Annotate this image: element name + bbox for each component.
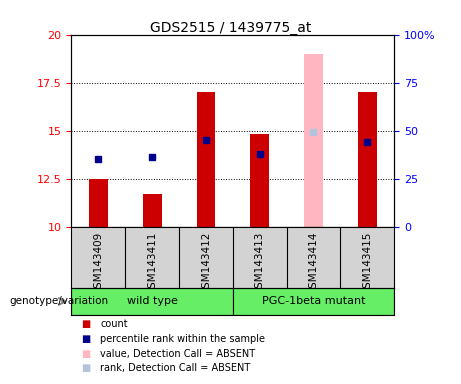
Text: ■: ■ — [81, 319, 90, 329]
Bar — [196, 92, 215, 227]
Bar — [250, 134, 269, 227]
Bar — [233, 288, 394, 315]
Text: value, Detection Call = ABSENT: value, Detection Call = ABSENT — [100, 349, 255, 359]
Text: PGC-1beta mutant: PGC-1beta mutant — [262, 296, 365, 306]
Text: ■: ■ — [81, 349, 90, 359]
Bar — [89, 179, 108, 227]
Text: wild type: wild type — [127, 296, 177, 306]
Text: rank, Detection Call = ABSENT: rank, Detection Call = ABSENT — [100, 363, 250, 373]
Text: GSM143409: GSM143409 — [93, 232, 103, 295]
Text: GSM143412: GSM143412 — [201, 232, 211, 295]
Text: GSM143411: GSM143411 — [147, 232, 157, 295]
Text: count: count — [100, 319, 128, 329]
Text: ■: ■ — [81, 334, 90, 344]
Text: GDS2515 / 1439775_at: GDS2515 / 1439775_at — [150, 21, 311, 35]
Bar — [71, 288, 233, 315]
Bar — [304, 54, 323, 227]
Text: percentile rank within the sample: percentile rank within the sample — [100, 334, 265, 344]
Bar — [143, 194, 161, 227]
Text: GSM143414: GSM143414 — [308, 232, 319, 295]
Text: GSM143415: GSM143415 — [362, 232, 372, 295]
Text: ■: ■ — [81, 363, 90, 373]
Text: GSM143413: GSM143413 — [254, 232, 265, 295]
Text: genotype/variation: genotype/variation — [9, 296, 108, 306]
Bar — [358, 92, 377, 227]
